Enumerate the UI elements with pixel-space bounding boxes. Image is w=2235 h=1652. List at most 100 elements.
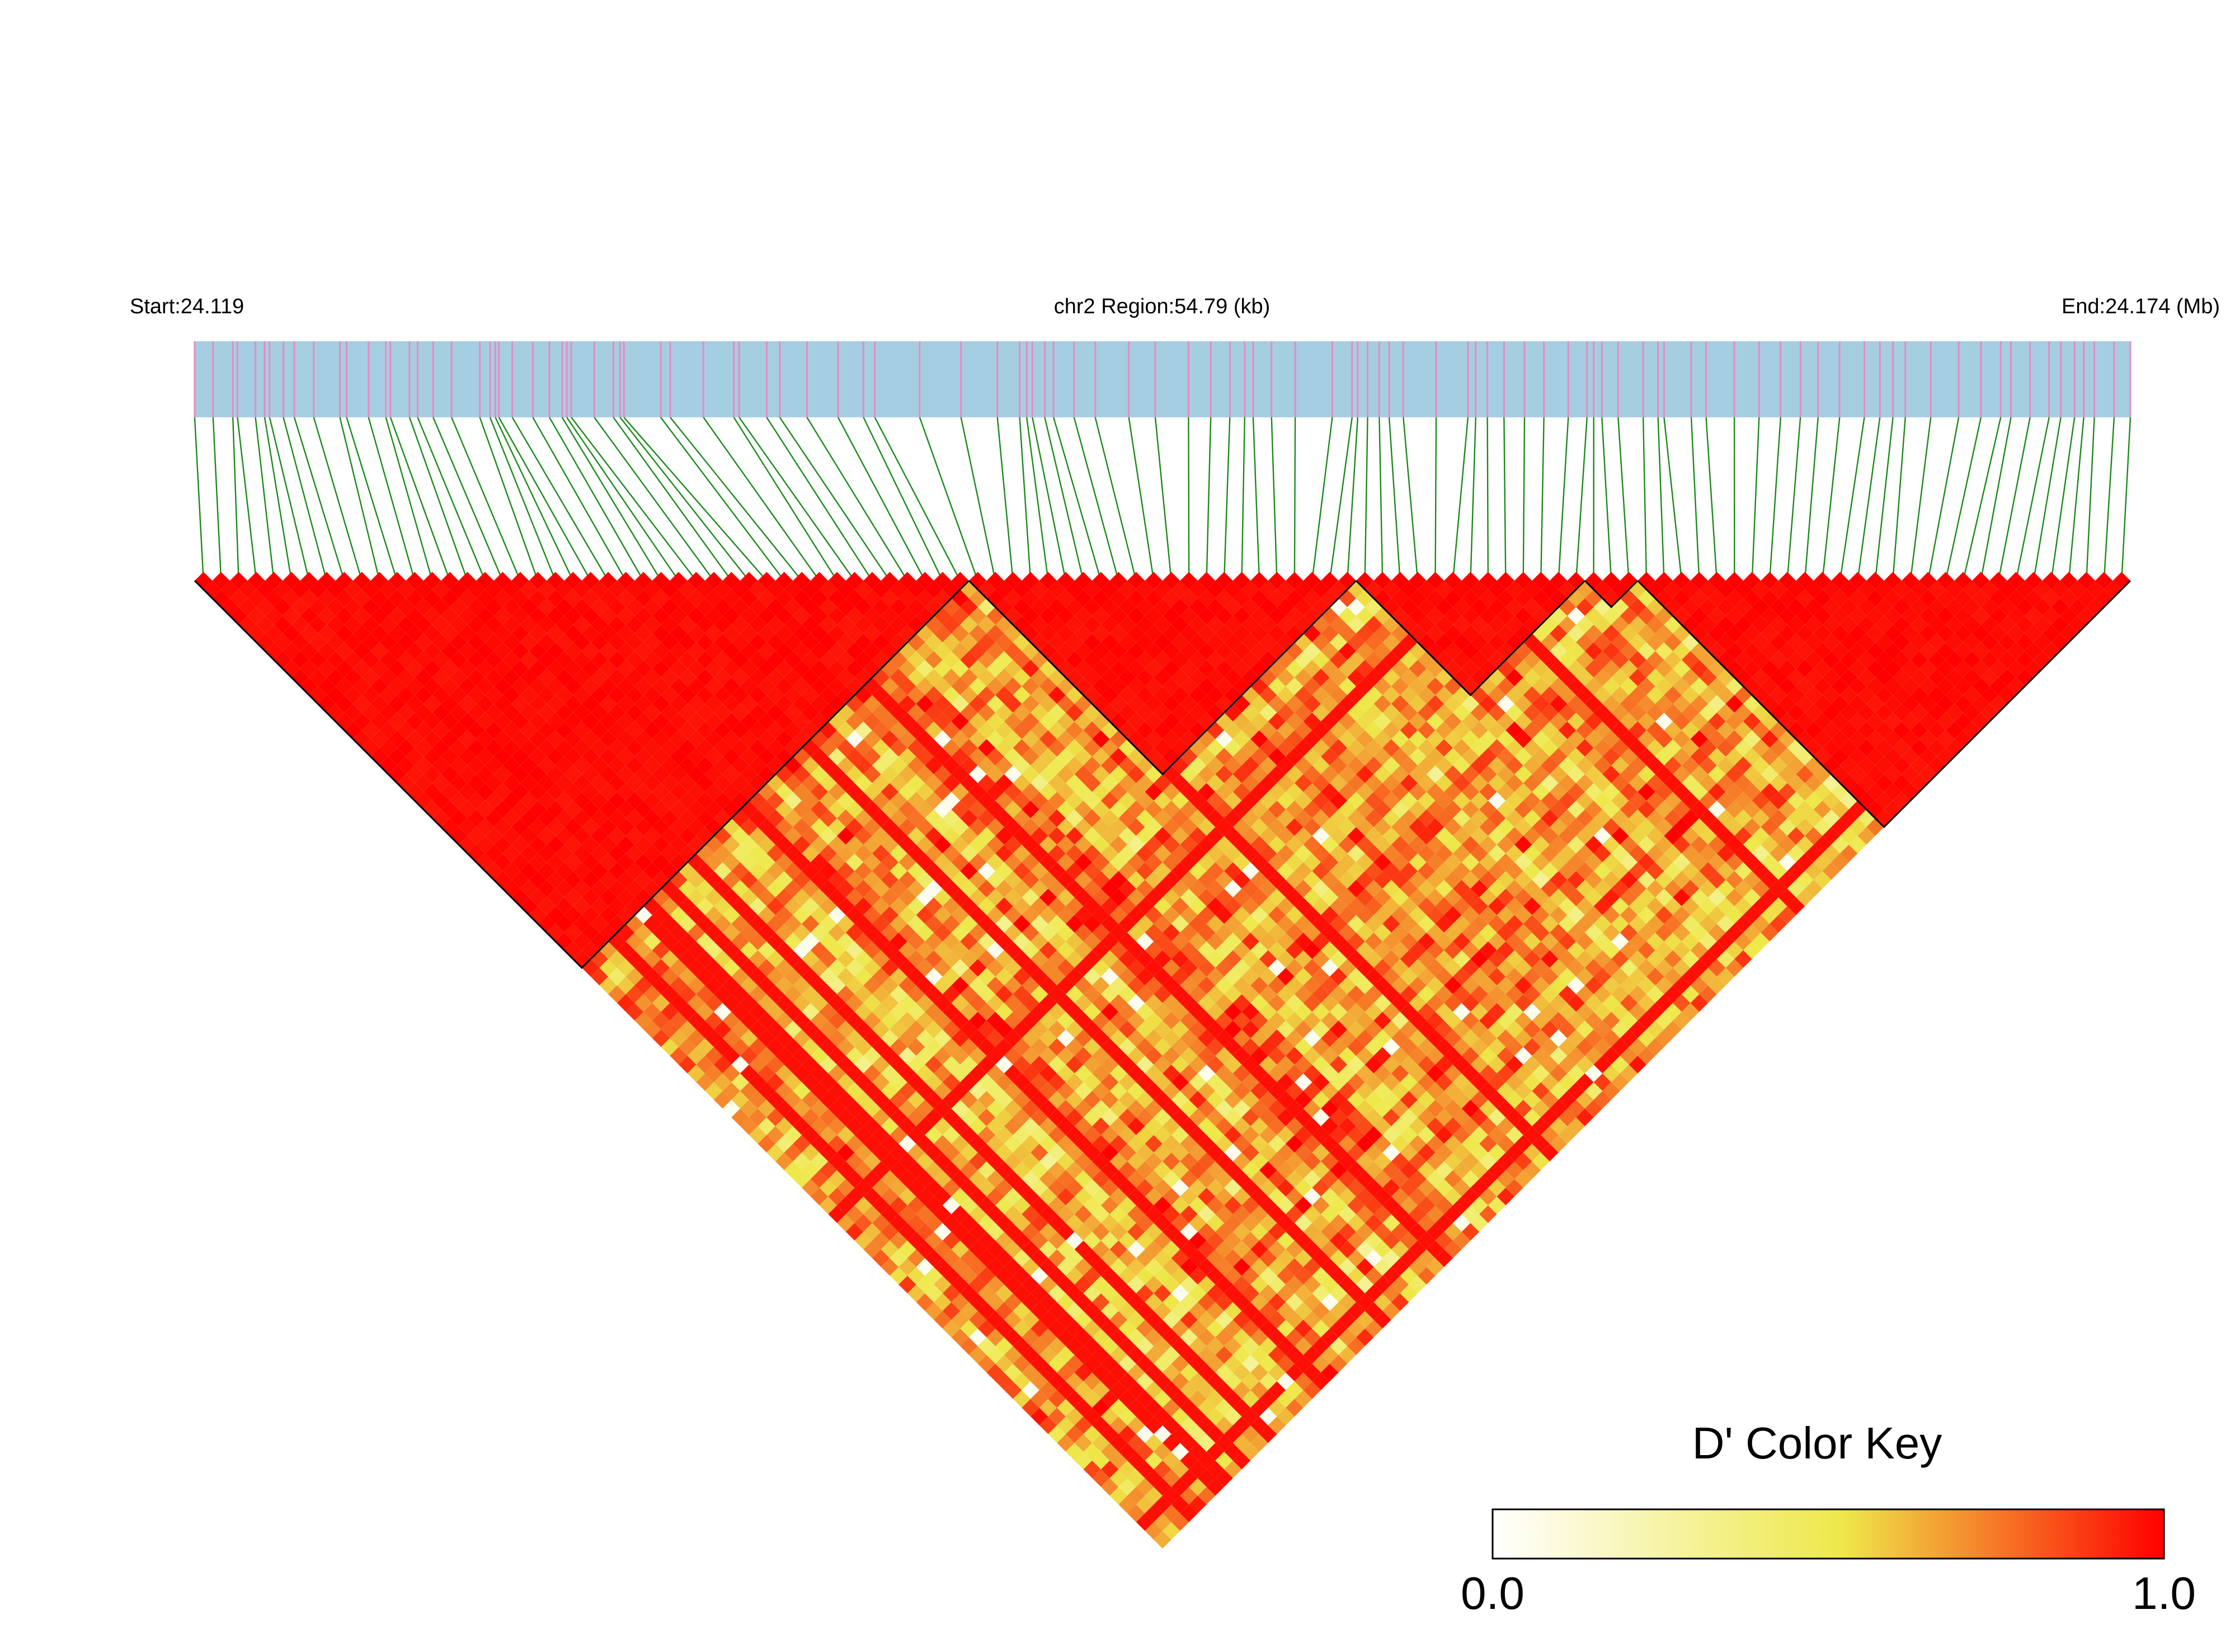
ld-cell [1232,1293,1251,1311]
snp-connector [1019,417,1032,581]
ld-cell [977,704,996,722]
ld-cell [1224,669,1242,686]
ld-cell [740,1065,758,1082]
ld-cell [1435,1126,1453,1144]
ld-cell [1303,1099,1321,1118]
ld-cell [1435,862,1453,880]
ld-cell [1426,1135,1444,1153]
ld-cell [1638,1047,1655,1065]
ld-cell [1189,1495,1207,1514]
ld-cell [1400,1126,1418,1144]
ld-cell [977,1196,996,1215]
ld-cell [1364,721,1383,740]
ld-cell [1461,906,1480,924]
ld-cell [590,581,609,599]
ld-cell [1497,959,1515,977]
ld-cell [881,994,899,1012]
ld-cell [881,801,899,818]
ld-cell [784,721,802,740]
ld-cell [1206,1020,1225,1038]
ld-cell [1453,985,1471,1003]
ld-cell [511,572,529,590]
ld-cell [1418,950,1436,968]
ld-cell [1127,1011,1145,1030]
snp-connector [1980,417,2012,581]
ld-cell [1400,879,1418,898]
chromosome-region-track [195,341,2130,417]
ld-cell [1303,1363,1321,1382]
ld-cell [1224,739,1242,757]
ld-cell [934,624,952,643]
ld-cell [1321,1011,1339,1030]
ld-cell [837,1003,855,1021]
ld-cell [1268,1065,1286,1082]
ld-cell [881,1029,899,1047]
ld-cell [977,1056,996,1074]
ld-cell [1426,1011,1444,1030]
ld-cell [1400,792,1418,809]
ld-cell [1136,651,1154,669]
ld-cell [1171,704,1189,722]
ld-cell [1347,1108,1365,1127]
ld-cell [1109,1381,1128,1399]
ld-cell [1373,941,1391,959]
ld-cell [1206,1284,1225,1302]
ld-cell [1171,1003,1189,1021]
ld-cell [1514,1065,1532,1082]
ld-cell [361,633,380,651]
snp-connector [1601,417,1612,581]
snp-connector [779,417,891,581]
ld-cell [1479,1099,1497,1118]
ld-cell [995,1337,1013,1355]
ld-cell [1031,1038,1048,1056]
ld-cell [1163,994,1180,1012]
ld-cell [1154,827,1171,845]
ld-cell [1646,1020,1664,1038]
ld-cell [837,633,855,651]
ld-cell [1171,1443,1189,1461]
ld-cell [1189,633,1207,651]
ld-cell [1329,1073,1348,1091]
ld-cell [361,721,380,740]
ld-cell [1127,1399,1145,1417]
ld-cell [432,669,450,686]
ld-cell [1171,1056,1189,1074]
ld-cell [925,1143,943,1161]
ld-cell [1347,1038,1365,1056]
ld-cell [511,783,529,801]
ld-cell [1250,941,1268,959]
ld-cell [1109,1258,1128,1276]
ld-cell [1523,933,1541,950]
ld-cell [1154,1073,1171,1091]
ld-cell [1189,827,1207,845]
ld-cell [1241,1003,1259,1021]
ld-cell [1470,1020,1488,1038]
ld-cell [1294,1372,1312,1390]
ld-cell [1321,783,1339,801]
ld-cell [1514,1047,1532,1065]
ld-cell [1145,1469,1163,1487]
ld-cell [1206,809,1225,827]
ld-cell [1312,1267,1330,1285]
ld-cell [1409,836,1427,854]
ld-cell [1409,1099,1427,1118]
ld-cell [1250,607,1268,625]
ld-cell [837,933,855,950]
ld-cell [1224,1038,1242,1056]
snp-connector [613,417,732,581]
snp-connector [389,417,451,581]
ld-cell [784,1126,802,1144]
ld-cell [1329,897,1348,915]
ld-cell [881,1258,899,1276]
ld-cell [212,572,230,590]
ld-cell [1321,1117,1339,1135]
ld-cell [1514,1082,1532,1100]
ld-cell [1074,1293,1093,1311]
snp-connector [733,417,838,581]
ld-cell [485,615,503,634]
ld-cell [1154,897,1171,915]
ld-cell [1189,879,1207,898]
ld-cell [934,1029,952,1047]
ld-cell [1189,1302,1207,1320]
ld-cell [1250,1099,1268,1118]
